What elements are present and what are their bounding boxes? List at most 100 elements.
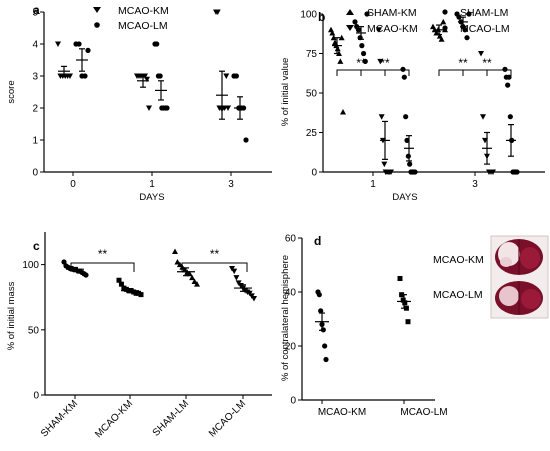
panel-b-point-sham-lm: [359, 43, 365, 49]
panel-b-y-tick-label: 0: [311, 168, 317, 179]
panel-b-point-sham-lm: [456, 14, 462, 20]
panel-b-point-mcao-lm: [404, 137, 410, 143]
panel-a-x-ticks: 0 1 3: [70, 172, 234, 190]
panel-c-point-mcao-km: [138, 292, 144, 298]
panel-b-point-mcao-km: [376, 27, 382, 33]
panel-a-points: [55, 9, 249, 143]
panel-a-legend: MCAO-KM MCAO-LM: [93, 5, 169, 32]
panel-a-point-mcao-lm: [154, 41, 160, 47]
panel-b-point-mcao-km: [480, 114, 486, 120]
panel-c-point-sham-lm: [191, 278, 198, 285]
panel-d-y-ticks: 0 20 40 60: [285, 234, 302, 407]
panel-a-point-mcao-lm: [85, 47, 91, 54]
significance-bracket: [181, 262, 248, 272]
panel-b-y-ticks: 0 25 50 75 100: [300, 10, 323, 179]
panel-a-y-tick-label: 1: [32, 136, 38, 147]
panel-b-point-sham-lm: [362, 58, 368, 64]
significance-label: **: [210, 247, 220, 261]
panel-d-point-mcao-lm: [405, 319, 411, 325]
legend-marker-sham-km: [346, 9, 354, 15]
panel-b-point-mcao-km: [490, 169, 496, 175]
panel-d-point-mcao-lm: [402, 300, 408, 306]
panel-b-point-mcao-lm: [407, 161, 413, 167]
panel-c-x-tick-label: SHAM-LM: [151, 398, 191, 438]
brain-slice-mcao-km: [495, 239, 543, 275]
panel-b-point-mcao-lm: [400, 66, 406, 72]
panel-a-x-tick-label: 1: [149, 179, 155, 190]
panel-a-y-tick-label: 2: [32, 104, 38, 115]
panel-b-points: [328, 11, 520, 175]
panel-b-point-mcao-lm: [514, 169, 520, 175]
panel-c-y-tick-label: 50: [28, 325, 40, 336]
brain-image-label-mcao-km: MCAO-KM: [433, 254, 484, 266]
panel-a-point-mcao-km: [144, 76, 150, 83]
brain-slice-mcao-lm: [495, 281, 543, 315]
panel-d-x-tick-label: MCAO-KM: [318, 407, 366, 418]
panel-d-y-tick-label: 0: [290, 396, 296, 407]
panel-c-point-sham-lm: [189, 274, 196, 281]
significance-label: **: [98, 247, 108, 261]
panel-a-y-ticks: 0 1 2 3 4 5: [32, 8, 44, 179]
panel-b-point-sham-lm: [466, 11, 472, 17]
panel-d-y-label: % of contralateral hemisphere: [280, 255, 291, 381]
significance-label: **: [380, 56, 390, 70]
panel-b-point-mcao-lm: [405, 153, 411, 159]
panel-b-x-tick-label: 3: [472, 179, 478, 190]
panel-d-point-mcao-lm: [397, 276, 403, 281]
panel-letter-a: a: [33, 3, 40, 17]
panel-c-point-mcao-km: [116, 277, 122, 283]
brain-slice-photos: [490, 235, 549, 319]
panel-a-x-tick-label: 3: [228, 179, 234, 190]
panel-c-x-tick-label: MCAO-LM: [207, 398, 248, 439]
panel-b-point-sham-km: [330, 34, 337, 41]
panel-b-point-sham-km: [438, 36, 445, 42]
panel-d-point-mcao-km: [322, 343, 328, 349]
panel-c-point-sham-lm: [194, 281, 200, 287]
legend-marker-mcao-km-b: [346, 25, 354, 31]
panel-b-point-mcao-km: [381, 161, 388, 168]
panel-c-point-mcao-lm: [251, 296, 257, 302]
legend-marker-mcao-lm: [94, 22, 100, 28]
panel-b-point-sham-km: [440, 18, 447, 25]
panel-c-point-sham-lm: [176, 261, 183, 268]
panel-c-y-tick-label: 0: [33, 391, 39, 402]
panel-a-y-tick-label: 3: [32, 72, 38, 83]
legend-marker-mcao-km: [93, 7, 101, 13]
panel-c-x-tick-label: SHAM-KM: [39, 398, 80, 439]
panel-a-y-tick-label: 0: [32, 168, 38, 179]
legend-label-mcao-lm-b: MCAO-LM: [460, 23, 510, 35]
panel-b-y-tick-label: 50: [306, 89, 318, 100]
panel-a-point-mcao-lm: [233, 73, 239, 79]
panel-d-y-tick-label: 40: [285, 288, 297, 299]
panel-a-point-mcao-km: [55, 41, 61, 47]
panel-letter-b: b: [318, 10, 325, 24]
panel-b-point-sham-lm: [364, 11, 370, 17]
panel-d: d 0 20 40 60 MCAO-KM MCAO-LM % of contralate…: [280, 234, 549, 418]
panel-b-point-mcao-km: [388, 169, 394, 175]
legend-label-sham-km: SHAM-KM: [367, 7, 417, 19]
panel-d-y-tick-label: 60: [285, 234, 297, 245]
panel-c-point-sham-km: [61, 259, 67, 265]
legend-label-mcao-km: MCAO-KM: [118, 5, 169, 17]
panel-a-x-tick-label: 0: [70, 179, 76, 190]
legend-label-mcao-km-b: MCAO-KM: [367, 23, 418, 35]
panel-c-significance: ** **: [70, 247, 248, 272]
panel-b-y-tick-label: 100: [300, 10, 317, 21]
panel-b-y-label: % of initial value: [280, 58, 291, 127]
significance-bracket: [70, 262, 135, 272]
panel-a-x-label: DAYS: [139, 192, 164, 203]
panel-b-point-sham-km: [329, 29, 336, 36]
panel-a-point-mcao-km: [223, 73, 230, 79]
panel-c-point-sham-km: [83, 272, 89, 278]
legend-label-mcao-lm: MCAO-LM: [118, 20, 168, 32]
panel-b-point-mcao-lm: [403, 114, 409, 120]
panel-b-point-mcao-km: [377, 58, 384, 65]
significance-label: **: [356, 56, 366, 70]
panel-a-point-mcao-lm: [243, 137, 249, 143]
panel-b-point-sham-lm: [352, 19, 358, 25]
panel-c-y-ticks: 0 50 100: [22, 260, 45, 402]
panel-a-point-mcao-km: [146, 105, 152, 111]
